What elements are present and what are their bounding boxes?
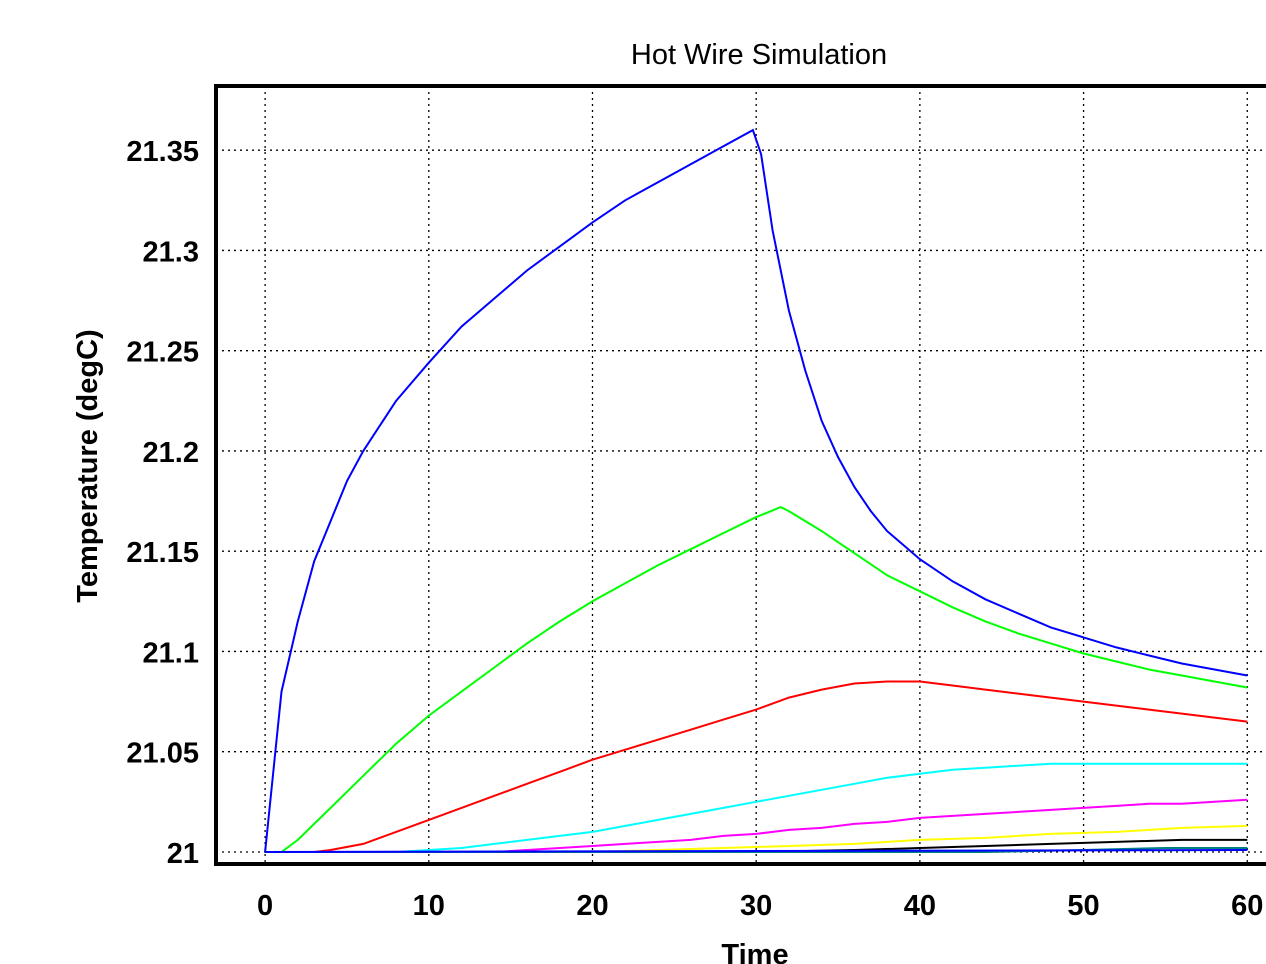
y-tick-label: 21: [167, 838, 199, 870]
series-line-4: [265, 762, 1248, 853]
x-tick-label: 50: [1067, 890, 1099, 922]
x-tick-label: 30: [740, 890, 772, 922]
series-line-9: [265, 849, 1248, 853]
x-tick-label: 60: [1231, 890, 1263, 922]
y-axis-label: Temperature (degC): [72, 329, 104, 602]
chart-title: Hot Wire Simulation: [631, 39, 887, 71]
x-tick-label: 40: [904, 890, 936, 922]
series-line-3: [265, 680, 1248, 853]
y-tick-label: 21.1: [143, 637, 199, 669]
x-tick-labels: 0 10 20 30 40 50 60: [257, 890, 1263, 922]
y-tick-label: 21.35: [126, 136, 199, 168]
y-tick-labels: 21 21.05 21.1 21.15 21.2 21.25 21.3 21.35: [126, 136, 199, 870]
series-group: [264, 128, 1248, 853]
x-tick-label: 0: [257, 890, 273, 922]
grid: [216, 86, 1266, 864]
series-line-1: [264, 128, 1248, 853]
y-tick-label: 21.25: [126, 337, 199, 369]
series-line-5: [265, 798, 1248, 853]
y-tick-label: 21.2: [143, 437, 199, 469]
x-tick-label: 20: [576, 890, 608, 922]
y-tick-label: 21.15: [126, 537, 199, 569]
x-axis-label: Time: [721, 939, 788, 964]
series-line-2: [265, 506, 1248, 853]
y-tick-label: 21.3: [143, 236, 199, 268]
x-tick-label: 10: [413, 890, 445, 922]
y-tick-label: 21.05: [126, 738, 199, 770]
plot-frame: [214, 84, 1266, 866]
